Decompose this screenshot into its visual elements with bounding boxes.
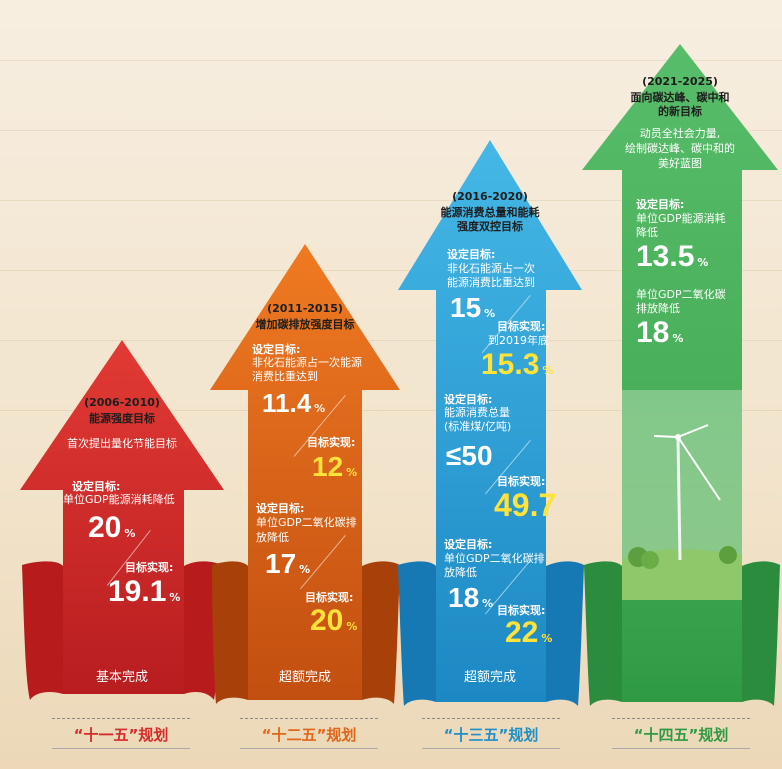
p3-t3-value: 18%	[448, 582, 494, 613]
p3-t1-text-1: 非化石能源占一次	[447, 262, 535, 275]
p4-t2-text-2: 排放降低	[636, 302, 680, 315]
p3-title-1: 能源消费总量和能耗	[440, 206, 540, 219]
p4-t1-value: 13.5%	[636, 240, 709, 273]
p4-title-1: 面向碳达峰、碳中和	[630, 91, 730, 104]
p4-target-label: 设定目标:	[636, 198, 685, 211]
plan-label-11th: “十一五”规划	[73, 726, 169, 744]
p1-target-text: 单位GDP能源消耗降低	[63, 493, 175, 506]
p3-a1-note: 到2019年底	[488, 334, 549, 347]
p2-years: (2011-2015)	[267, 302, 343, 315]
p2-t1-label: 设定目标:	[252, 343, 301, 356]
p2-t2-label: 设定目标:	[256, 502, 305, 515]
p3-a2-label: 目标实现:	[497, 475, 546, 488]
p4-t2-value: 18%	[636, 316, 684, 349]
plan-label-13th: “十三五”规划	[443, 726, 539, 744]
p1-achieved-label: 目标实现:	[125, 561, 174, 574]
p3-t2-label: 设定目标:	[444, 393, 493, 406]
p3-a3-value: 22%	[505, 616, 553, 649]
p3-title-2: 强度双控目标	[457, 220, 523, 233]
p3-t1-label: 设定目标:	[447, 248, 496, 261]
p3-status: 超额完成	[463, 670, 517, 685]
p2-t2-text-2: 放降低	[256, 531, 289, 544]
p2-status: 超额完成	[278, 670, 332, 685]
p4-t1-text-1: 单位GDP能源消耗	[636, 212, 726, 225]
p3-a2-value: 49.7	[494, 487, 557, 523]
p1-title: 能源强度目标	[89, 412, 155, 425]
p3-t3-text-2: 放降低	[444, 566, 477, 579]
p1-years: (2006-2010)	[84, 396, 160, 409]
p1-achieved-value: 19.1%	[108, 575, 181, 608]
p1-desc: 首次提出量化节能目标	[67, 437, 177, 450]
p3-t1-text-2: 能源消费比重达到	[447, 276, 535, 289]
p1-target-value: 20%	[88, 511, 136, 544]
p3-t3-text-1: 单位GDP二氧化碳排	[444, 552, 545, 565]
blue-arrow	[398, 140, 584, 706]
p3-t2-text-2: (标准煤/亿吨)	[444, 420, 512, 433]
p3-a1-label: 目标实现:	[497, 320, 546, 333]
p3-years: (2016-2020)	[452, 190, 528, 203]
p2-t2-text-1: 单位GDP二氧化碳排	[256, 516, 357, 529]
p1-status: 基本完成	[95, 670, 149, 685]
p4-t2-text-1: 单位GDP二氧化碳	[636, 288, 726, 301]
p2-title: 增加碳排放强度目标	[255, 318, 355, 331]
p3-t3-label: 设定目标:	[444, 538, 493, 551]
p2-a1-value: 12%	[312, 451, 358, 482]
p2-t1-text-1: 非化石能源占一次能源	[252, 356, 362, 369]
plan-label-14th: “十四五”规划	[633, 726, 729, 744]
p4-desc-2: 绘制碳达峰、碳中和的	[625, 142, 735, 155]
p2-t1-text-2: 消费比重达到	[252, 370, 318, 383]
p2-a2-value: 20%	[310, 604, 358, 637]
p4-desc-1: 动员全社会力量,	[639, 127, 721, 140]
p2-t1-value: 11.4%	[262, 388, 326, 418]
p1-target-label: 设定目标:	[72, 480, 121, 493]
green-arrow	[582, 44, 780, 706]
p3-t2-text-1: 能源消费总量	[444, 406, 510, 419]
p3-t1-value: 15%	[450, 292, 496, 323]
p4-title-2: 的新目标	[658, 105, 702, 118]
p4-t1-text-2: 降低	[636, 226, 658, 239]
orange-arrow	[210, 244, 400, 704]
p3-a3-label: 目标实现:	[497, 604, 546, 617]
p3-a1-value: 15.3%	[481, 348, 554, 381]
p3-t2-value: ≤50	[446, 440, 493, 471]
p2-t2-value: 17%	[265, 548, 311, 579]
plan-label-12th: “十二五”规划	[261, 726, 357, 744]
p4-desc-3: 美好蓝图	[658, 157, 702, 170]
p2-a2-label: 目标实现:	[305, 591, 354, 604]
p2-a1-label: 目标实现:	[307, 436, 356, 449]
p4-years: (2021-2025)	[642, 75, 718, 88]
